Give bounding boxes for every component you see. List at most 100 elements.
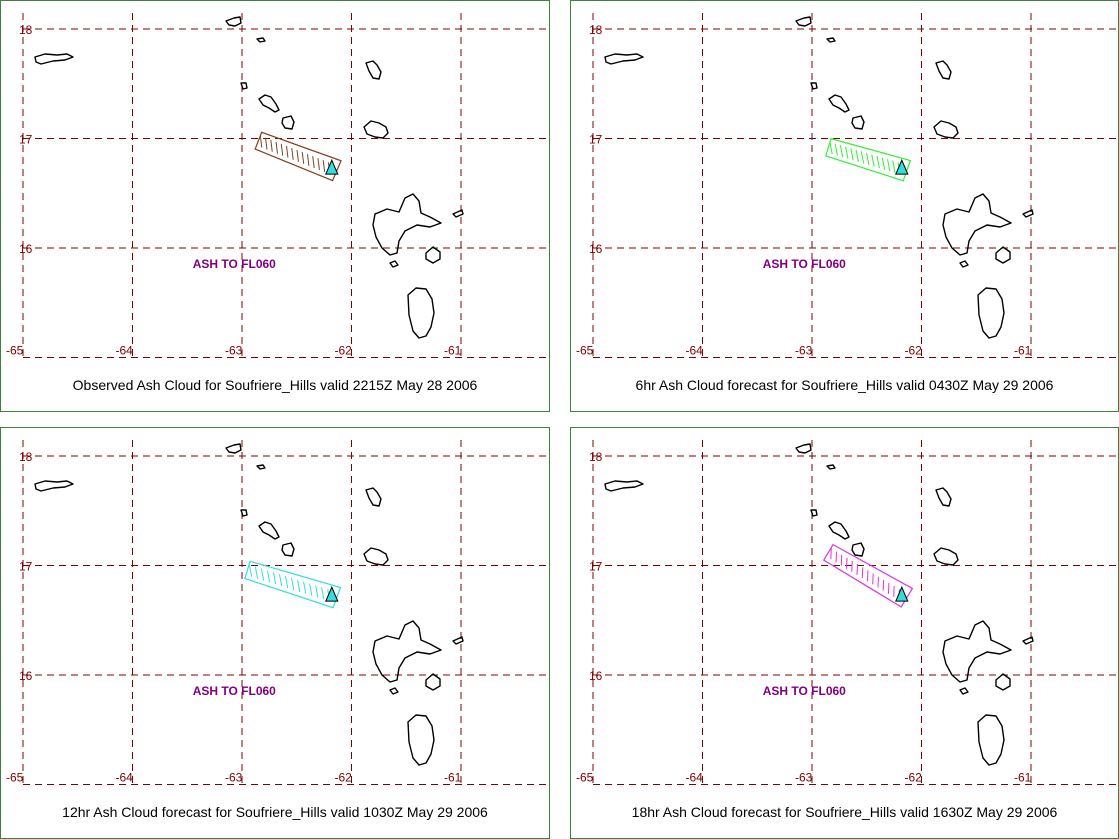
ash-hatch	[275, 141, 278, 154]
island-st-kitts-nevis	[258, 94, 280, 113]
coastlines	[34, 443, 464, 766]
latitude-label: 16	[589, 242, 603, 256]
longitude-label: -65	[6, 771, 24, 785]
ash-hatch	[871, 154, 875, 167]
longitude-label: -64	[686, 344, 704, 358]
ash-label: ASH TO FL060	[762, 683, 846, 698]
island-sombrero	[225, 443, 242, 454]
longitude-label: -61	[1014, 771, 1032, 785]
volcano-icon	[325, 585, 339, 602]
ash-hatch	[285, 575, 289, 589]
coastlines	[604, 16, 1034, 339]
ash-plume	[244, 560, 342, 609]
ash-hatch	[322, 160, 326, 173]
longitude-label: -63	[795, 771, 813, 785]
latitude-label: 17	[589, 133, 603, 147]
map-panel-observed: 18 17 16 -65 -64 -63 -62 -61 ASH TO FL060 Obser…	[0, 0, 550, 412]
island-antigua	[933, 120, 959, 139]
volcano-icon	[895, 158, 909, 175]
graticule	[22, 13, 549, 358]
graticule	[592, 440, 1118, 785]
latitude-label: 17	[19, 560, 33, 574]
longitude-label: -64	[686, 771, 704, 785]
map-panel-12hr: 18 17 16 -65 -64 -63 -62 -61 ASH TO FL060 12hr …	[0, 427, 550, 839]
longitude-label: -62	[335, 771, 353, 785]
ash-hatch	[280, 143, 284, 156]
panel-caption: 18hr Ash Cloud forecast for Soufriere_Hi…	[631, 804, 1058, 820]
map-canvas: 18 17 16 -65 -64 -63 -62 -61	[6, 440, 549, 785]
ash-cloud-outline	[825, 137, 912, 182]
ash-hatch	[272, 572, 277, 585]
longitude-label: -65	[576, 771, 594, 785]
ash-hatch	[301, 152, 305, 164]
coastlines	[604, 443, 1034, 766]
ash-hatch	[291, 577, 295, 591]
longitude-label: -61	[444, 344, 462, 358]
latitude-label: 16	[19, 242, 33, 256]
island-st-kitts-nevis	[828, 94, 850, 113]
ash-hatch	[303, 581, 307, 594]
island-guadeloupe	[942, 193, 1012, 256]
ash-hatch	[266, 570, 271, 583]
ash-hatch	[855, 149, 859, 162]
island-anguilla	[256, 464, 266, 470]
map-canvas: 18 17 16 -65 -64 -63 -62 -61	[576, 440, 1118, 785]
ash-hatch	[315, 585, 319, 598]
island-dominica	[977, 714, 1005, 766]
island-antigua	[363, 120, 389, 139]
island-sombrero	[795, 16, 812, 27]
island-sombrero	[795, 443, 812, 454]
volcano-icon	[325, 158, 339, 175]
ash-hatch	[892, 160, 896, 173]
panel-caption: 12hr Ash Cloud forecast for Soufriere_Hi…	[62, 804, 488, 820]
island-nevis	[851, 542, 865, 557]
island-les-saintes	[389, 260, 399, 268]
island-saba	[810, 82, 818, 90]
island-antigua	[933, 547, 959, 566]
island-guadeloupe	[372, 193, 442, 256]
latitude-label: 16	[19, 669, 33, 683]
longitude-label: -63	[795, 344, 813, 358]
island-la-desirade	[452, 636, 464, 645]
longitude-label: -65	[576, 344, 594, 358]
coastlines	[34, 16, 464, 339]
ash-plume	[822, 543, 914, 608]
longitude-label: -61	[1014, 344, 1032, 358]
island-la-desirade	[452, 209, 464, 218]
island-barbuda-north	[935, 60, 952, 80]
ash-hatch	[296, 150, 299, 162]
island-anguilla	[256, 37, 266, 43]
map-panel-18hr: 18 17 16 -65 -64 -63 -62 -61 ASH TO FL060 18hr …	[570, 427, 1119, 839]
ash-hatch	[312, 156, 315, 168]
island-la-desirade	[1022, 209, 1034, 218]
ash-hatch	[248, 564, 253, 577]
island-nevis	[851, 115, 865, 130]
ash-hatch	[259, 135, 263, 148]
longitude-label: -63	[225, 771, 243, 785]
island-puerto-rico-east	[34, 53, 74, 65]
longitude-label: -62	[905, 344, 923, 358]
ash-cloud-outline	[244, 560, 342, 609]
island-saba	[810, 509, 818, 517]
island-les-saintes	[389, 687, 399, 695]
latitude-label: 16	[589, 669, 603, 683]
island-nevis	[281, 115, 295, 130]
ash-cloud-outline	[822, 543, 914, 608]
island-les-saintes	[959, 687, 969, 695]
longitude-label: -62	[905, 771, 923, 785]
longitude-label: -65	[6, 344, 24, 358]
ash-plume	[254, 131, 342, 182]
latitude-label: 18	[589, 450, 603, 464]
graticule	[592, 13, 1118, 358]
ash-plume	[825, 137, 912, 182]
island-anguilla	[826, 37, 836, 43]
ash-cloud-outline	[254, 131, 342, 182]
island-dominica	[407, 714, 435, 766]
ash-hatch	[321, 587, 325, 600]
longitude-label: -63	[225, 344, 243, 358]
island-barbuda-north	[365, 60, 382, 80]
ash-hatch	[254, 566, 259, 579]
ash-hatch	[265, 137, 268, 150]
island-guadeloupe	[372, 620, 442, 683]
graticule	[22, 440, 549, 785]
